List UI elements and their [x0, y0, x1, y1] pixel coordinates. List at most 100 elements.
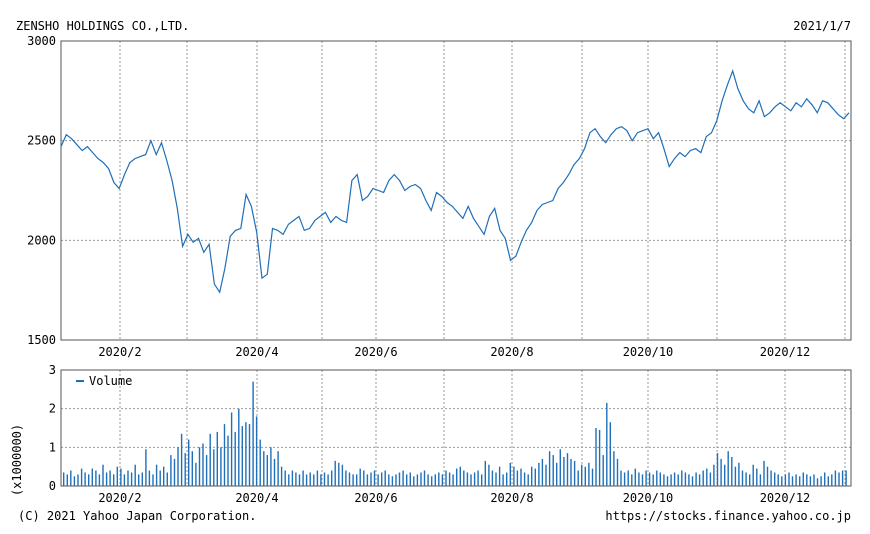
- volume-bar: [113, 474, 115, 486]
- source-url[interactable]: https://stocks.finance.yahoo.co.jp: [605, 509, 851, 523]
- volume-bar: [263, 451, 265, 486]
- volume-bar: [684, 472, 687, 486]
- volume-bar: [741, 470, 744, 486]
- volume-bar: [209, 433, 211, 486]
- volume-bar: [66, 474, 68, 486]
- volume-bar: [184, 453, 186, 486]
- volume-bar: [845, 470, 847, 486]
- x-tick-label: 2020/4: [235, 345, 278, 359]
- volume-bar: [463, 470, 465, 486]
- volume-bar: [441, 474, 444, 486]
- price-line: [60, 69, 850, 294]
- volume-bar: [223, 424, 226, 486]
- volume-bar: [509, 462, 511, 486]
- volume-bar: [191, 451, 193, 486]
- x-tick-label: 2020/2: [98, 491, 141, 505]
- volume-bar: [159, 470, 161, 486]
- volume-bar: [838, 472, 840, 486]
- volume-bar: [563, 457, 565, 486]
- volume-bar: [724, 464, 726, 486]
- volume-bar: [498, 466, 501, 486]
- volume-bar: [381, 472, 383, 486]
- volume-bar: [363, 470, 365, 486]
- x-tick-label: 2020/4: [235, 491, 278, 505]
- volume-bar: [781, 476, 783, 486]
- volume-bar: [180, 433, 183, 486]
- volume-bar: [491, 470, 494, 486]
- volume-bar: [84, 472, 86, 486]
- volume-bar: [731, 457, 733, 486]
- volume-bar: [795, 474, 797, 486]
- volume-bar: [638, 472, 640, 486]
- volume-bar: [527, 474, 529, 486]
- volume-bar: [727, 451, 729, 486]
- volume-bar: [573, 460, 576, 486]
- volume-bar: [448, 472, 451, 486]
- volume-bar: [716, 453, 719, 486]
- company-name: ZENSHO HOLDINGS CO.,LTD.: [16, 19, 190, 33]
- volume-bar: [745, 472, 747, 486]
- legend-label: Volume: [89, 374, 132, 388]
- volume-bar: [791, 476, 794, 486]
- volume-bar: [552, 455, 554, 486]
- volume-bar: [738, 462, 740, 486]
- volume-bar: [749, 474, 751, 486]
- volume-bar: [295, 472, 297, 486]
- volume-bar: [534, 468, 536, 486]
- volume-bar: [438, 472, 440, 486]
- volume-bar: [831, 474, 833, 486]
- volume-bar: [763, 460, 765, 486]
- volume-bar: [445, 470, 447, 486]
- volume-bar: [431, 476, 433, 486]
- volume-bar: [506, 472, 508, 486]
- volume-bar: [670, 474, 672, 486]
- volume-bar: [841, 470, 844, 486]
- volume-bar: [477, 470, 479, 486]
- volume-bar: [591, 468, 594, 486]
- volume-bar: [123, 474, 126, 486]
- volume-bar: [799, 476, 801, 486]
- volume-bar: [541, 458, 544, 486]
- volume-bar: [95, 470, 97, 486]
- x-tick-label: 2020/12: [760, 345, 811, 359]
- volume-bar: [427, 474, 429, 486]
- as-of-date: 2021/1/7: [793, 19, 851, 33]
- volume-bar: [588, 462, 590, 486]
- volume-bar: [420, 472, 422, 486]
- volume-bar: [227, 435, 229, 486]
- volume-bar: [495, 472, 497, 486]
- volume-bar: [752, 464, 754, 486]
- volume-bar: [706, 468, 708, 486]
- volume-bar: [698, 474, 701, 486]
- volume-bar: [145, 449, 147, 486]
- volume-bar: [216, 431, 218, 486]
- volume-bar: [813, 474, 815, 486]
- volume-bar: [673, 472, 676, 486]
- y-tick-label: 2500: [27, 134, 56, 148]
- volume-bar: [291, 470, 294, 486]
- volume-bar: [127, 470, 129, 486]
- volume-bar: [270, 447, 272, 486]
- y-tick-label: 3000: [27, 34, 56, 48]
- volume-bar: [152, 474, 154, 486]
- volume-bar: [434, 474, 436, 486]
- x-tick-label: 2020/8: [490, 491, 533, 505]
- volume-bar: [648, 472, 651, 486]
- volume-bar: [709, 472, 712, 486]
- volume-bar: [756, 468, 758, 486]
- copyright-text: (C) 2021 Yahoo Japan Corporation.: [18, 509, 257, 523]
- volume-bar: [327, 474, 329, 486]
- volume-bar: [173, 458, 176, 486]
- volume-bar: [155, 464, 158, 486]
- volume-bar: [645, 470, 647, 486]
- volume-bar: [166, 472, 168, 486]
- volume-bar: [652, 474, 654, 486]
- volume-bar: [373, 470, 376, 486]
- volume-bar: [109, 470, 111, 486]
- volume-bar: [470, 474, 472, 486]
- volume-bar: [398, 472, 401, 486]
- volume-bar: [609, 422, 611, 486]
- volume-bar: [595, 428, 597, 486]
- volume-bar: [213, 449, 215, 486]
- y-tick-label: 0: [49, 479, 56, 493]
